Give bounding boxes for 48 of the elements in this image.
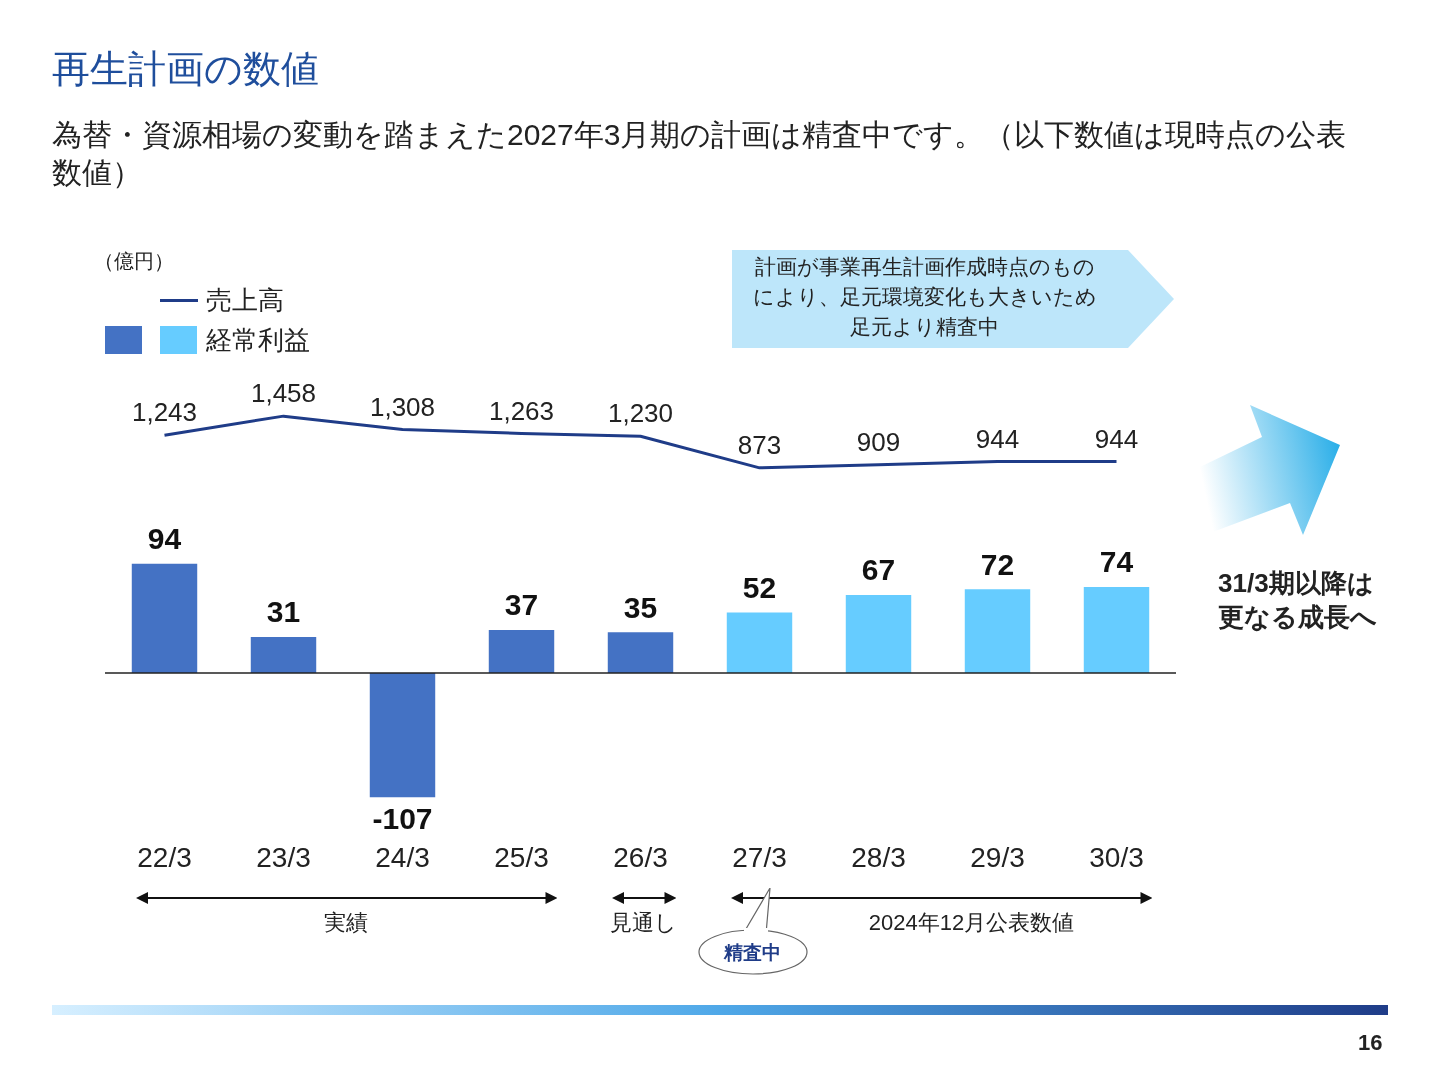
text: 計画が事業再生計画作成時点のものにより、足元環境変化も大きいため足元より精査中 (752, 254, 1097, 340)
bar (250, 636, 317, 673)
data-label: 1,263 (488, 395, 555, 426)
bar (726, 612, 793, 673)
x-tick-label: 27/3 (732, 841, 787, 873)
bar (607, 632, 674, 673)
x-tick-label: 23/3 (256, 841, 311, 873)
bar (131, 563, 198, 673)
data-label: 1,243 (131, 397, 198, 428)
data-label: 944 (975, 423, 1020, 454)
x-tick-label: 30/3 (1089, 841, 1144, 873)
data-label: 35 (623, 590, 658, 624)
data-label: -107 (372, 801, 433, 835)
data-label: 67 (861, 553, 896, 587)
bar (1083, 586, 1150, 673)
text: 精査中 (722, 941, 782, 966)
text: 16 (1358, 1030, 1383, 1056)
x-tick-label: 29/3 (970, 841, 1025, 873)
data-label: 1,230 (607, 398, 674, 429)
data-label: 909 (856, 426, 901, 457)
chart-title: 再生計画の数値 (52, 47, 319, 92)
chart-subtitle: 為替・資源相場の変動を踏まえた2027年3月期の計画は精査中です。（以下数値は現時点の公表数値） (52, 117, 1347, 191)
x-tick-label: 24/3 (375, 841, 430, 873)
bar (964, 589, 1031, 673)
text: （億円） (94, 249, 174, 274)
bar (845, 595, 912, 673)
x-tick-label: 22/3 (137, 841, 192, 873)
legend-label: 売上高 (206, 283, 284, 317)
text: 31/3期以降は更なる成長へ (1218, 567, 1378, 634)
data-label: 74 (1099, 545, 1134, 579)
legend-label: 経常利益 (206, 323, 310, 357)
data-label: 94 (147, 521, 182, 555)
bar (369, 672, 436, 798)
bar (488, 629, 555, 673)
text: 2024年12月公表数値 (867, 909, 1076, 938)
text: 見通し (609, 909, 679, 938)
data-label: 72 (980, 547, 1015, 581)
data-label: 1,308 (369, 391, 436, 422)
data-label: 37 (504, 588, 539, 622)
data-label: 873 (737, 430, 782, 461)
data-label: 944 (1094, 423, 1139, 454)
x-tick-label: 28/3 (851, 841, 906, 873)
data-label: 31 (266, 595, 301, 629)
x-tick-label: 25/3 (494, 841, 549, 873)
data-label: 52 (742, 570, 777, 604)
data-label: 1,458 (250, 378, 317, 409)
text: 実績 (323, 909, 370, 938)
x-tick-label: 26/3 (613, 841, 668, 873)
